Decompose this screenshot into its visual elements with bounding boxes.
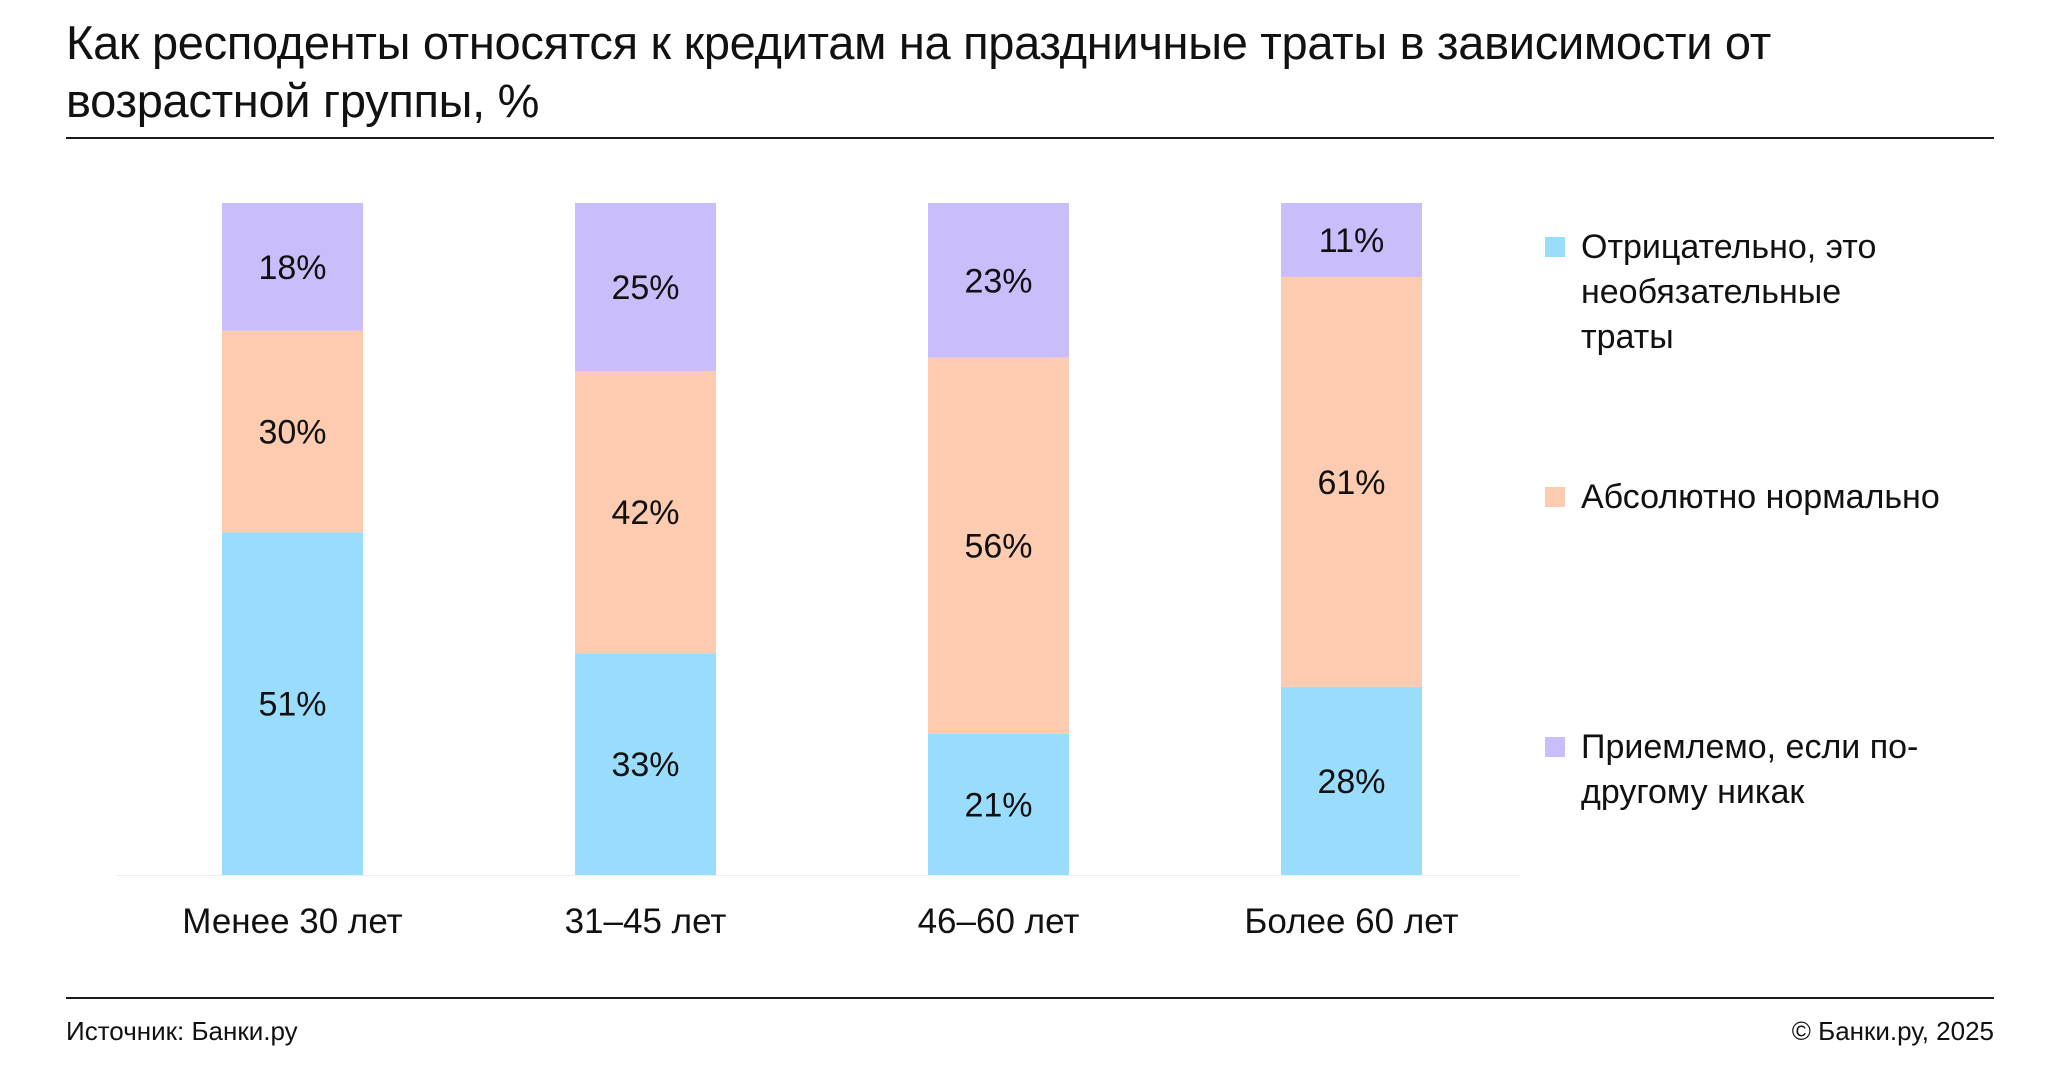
bar-segment-acceptable-3 (1281, 203, 1422, 277)
legend-swatch-negative (1545, 237, 1565, 257)
bar-segment-normal-0 (222, 330, 363, 533)
legend-label-normal: Абсолютно нормально (1581, 478, 1940, 516)
data-label-normal-3: 61% (1317, 464, 1385, 502)
bar-segment-normal-3 (1281, 276, 1422, 687)
data-label-negative-3: 28% (1317, 763, 1385, 801)
category-label-2: 46–60 лет (918, 902, 1080, 941)
data-label-acceptable-3: 11% (1319, 222, 1385, 260)
footer-divider (66, 997, 1994, 999)
data-label-acceptable-0: 18% (258, 249, 326, 287)
bar-segment-negative-3 (1281, 686, 1422, 875)
bar-segment-acceptable-2 (928, 203, 1069, 358)
legend-label-acceptable: Приемлемо, если по-другому никак (1581, 728, 1919, 811)
data-label-negative-0: 51% (258, 686, 326, 724)
data-label-negative-2: 21% (964, 786, 1032, 824)
category-label-0: Менее 30 лет (182, 902, 402, 941)
category-label-3: Более 60 лет (1244, 902, 1458, 941)
bar-segment-negative-1 (575, 653, 716, 875)
category-label-1: 31–45 лет (565, 902, 727, 941)
legend-item-normal: Абсолютно нормально (1545, 475, 2025, 520)
bar-segment-acceptable-0 (222, 203, 363, 331)
data-label-acceptable-2: 23% (964, 262, 1032, 300)
legend-label-negative: Отрицательно, это необязательные траты (1581, 228, 1877, 356)
chart-title: Как респоденты относятся к кредитам на п… (66, 16, 1771, 127)
legend-item-negative: Отрицательно, это необязательные траты (1545, 225, 2025, 360)
title-divider (66, 137, 1994, 139)
bar-segment-normal-2 (928, 357, 1069, 734)
copyright-note: © Банки.ру, 2025 (1791, 1016, 1994, 1046)
data-label-acceptable-1: 25% (611, 269, 679, 307)
bar-segment-negative-2 (928, 733, 1069, 875)
data-label-normal-2: 56% (964, 528, 1032, 566)
data-label-negative-1: 33% (611, 746, 679, 784)
data-label-normal-1: 42% (611, 494, 679, 532)
legend-swatch-acceptable (1545, 737, 1565, 757)
legend-item-acceptable: Приемлемо, если по-другому никак (1545, 725, 2025, 815)
source-note: Источник: Банки.ру (66, 1016, 298, 1046)
data-label-normal-0: 30% (258, 413, 326, 451)
stacked-bar-chart: 51% 30% 18% Менее 30 лет 33% 42% 25% 31–45 лет 2… (116, 203, 1520, 941)
bar-segment-normal-1 (575, 371, 716, 654)
legend-swatch-normal (1545, 487, 1565, 507)
bar-segment-acceptable-1 (575, 203, 716, 371)
bar-segment-negative-0 (222, 532, 363, 875)
